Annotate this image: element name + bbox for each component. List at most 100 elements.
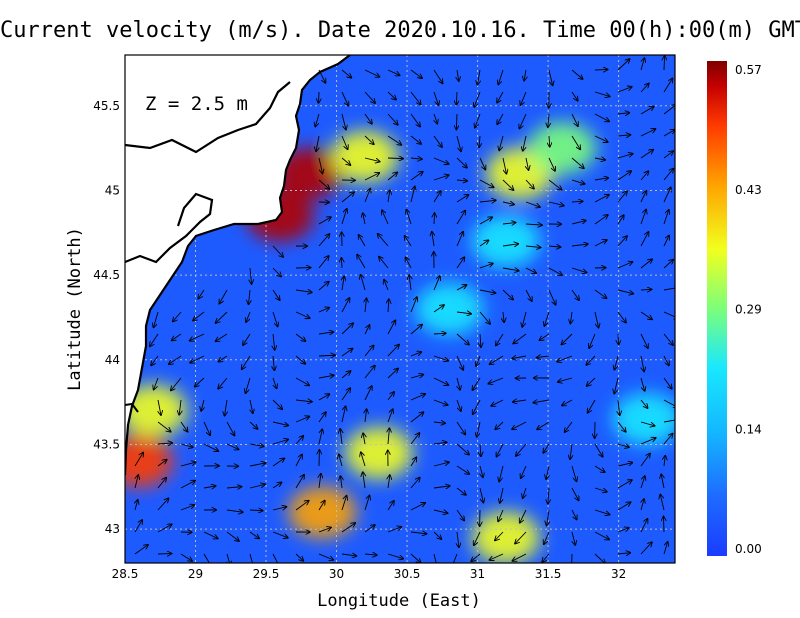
velocity-arrow [387,172,397,181]
velocity-arrow [457,69,459,81]
velocity-arrow [640,191,646,203]
velocity-arrow [318,256,329,269]
velocity-arrow [548,179,562,190]
velocity-arrow [496,443,504,457]
y-tick-label: 43 [105,522,120,536]
velocity-arrow [457,531,459,547]
velocity-arrow [479,289,495,293]
velocity-arrow [565,421,573,432]
velocity-arrow [499,135,504,150]
x-tick-label: 30.5 [394,567,421,581]
velocity-arrow [273,355,274,370]
velocity-arrow [433,157,449,164]
velocity-arrow [318,553,333,560]
velocity-arrow [341,157,350,165]
velocity-arrow [316,135,319,151]
velocity-arrow [384,280,389,291]
velocity-arrow [433,510,447,513]
velocity-arrow [433,276,440,291]
velocity-arrow [456,91,457,105]
velocity-arrow [243,333,251,345]
velocity-arrow [246,311,251,322]
velocity-arrow [571,157,584,168]
velocity-arrow [180,421,188,432]
velocity-arrow [663,333,673,345]
velocity-arrow [479,217,492,225]
velocity-arrow [640,210,646,225]
velocity-arrow [641,355,644,371]
y-tick-label: 45.5 [93,99,120,113]
velocity-arrow [571,465,576,481]
velocity-arrow [548,69,553,85]
velocity-arrow [640,438,656,445]
velocity-arrow [341,69,351,78]
velocity-arrow [433,355,448,361]
velocity-arrow [480,465,483,477]
velocity-arrow [543,443,550,453]
velocity-arrow [173,311,182,321]
velocity-arrow [364,386,372,401]
velocity-arrow [571,509,577,519]
velocity-arrow [169,355,182,364]
velocity-arrow [295,553,303,561]
velocity-arrow [433,191,441,203]
velocity-arrow [617,215,624,225]
velocity-arrow [525,246,541,247]
velocity-arrow [157,524,172,533]
velocity-arrow [387,158,403,159]
velocity-arrow [226,487,241,488]
velocity-arrow [433,442,447,444]
speed-feature [471,215,540,268]
x-tick-label: 29.5 [253,567,280,581]
velocity-arrow [433,305,444,313]
velocity-arrow [341,192,354,203]
velocity-arrow [664,56,665,71]
velocity-arrow [479,311,490,324]
velocity-arrow [456,355,463,370]
velocity-arrow [546,465,549,479]
velocity-arrow [359,235,366,247]
velocity-arrow [250,267,252,284]
velocity-arrow [523,487,526,498]
velocity-arrow [249,484,265,489]
velocity-arrow [364,113,372,124]
velocity-arrow [365,409,367,423]
velocity-arrow [341,135,348,149]
velocity-arrow [640,542,652,555]
velocity-arrow [663,434,673,445]
velocity-arrow [379,257,389,269]
x-tick-label: 31.5 [535,567,562,581]
velocity-arrow [640,454,650,467]
velocity-arrow [272,458,284,467]
velocity-arrow [512,421,527,429]
velocity-arrow [387,69,400,75]
velocity-arrow [387,320,395,335]
velocity-arrow [410,553,421,563]
velocity-arrow [249,463,266,466]
velocity-arrow [548,201,564,206]
velocity-arrow [364,135,374,144]
velocity-arrow [640,377,645,391]
velocity-arrow [134,453,143,467]
velocity-arrow [479,487,483,502]
velocity-arrow [195,377,205,387]
velocity-arrow [557,355,573,362]
velocity-arrow [640,476,645,489]
velocity-arrow [617,463,632,467]
velocity-arrow [150,333,159,346]
velocity-arrow [618,399,620,415]
velocity-arrow [250,399,253,413]
velocity-arrow [180,444,193,447]
velocity-arrow [203,531,218,538]
velocity-arrow [216,333,228,341]
velocity-arrow [617,528,629,533]
velocity-arrow [571,487,579,500]
velocity-arrow [617,113,629,114]
velocity-arrow [249,421,257,429]
velocity-arrow [433,91,438,105]
velocity-arrow [410,91,421,105]
velocity-arrow [594,215,608,225]
velocity-arrow [226,531,239,541]
velocity-arrow [664,456,665,467]
